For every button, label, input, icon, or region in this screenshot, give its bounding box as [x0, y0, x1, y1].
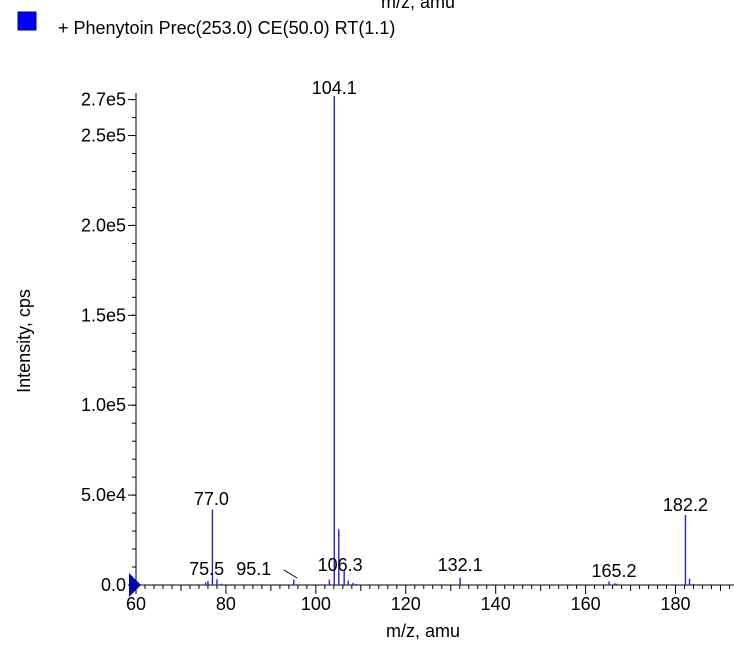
y-tick-label: 2.7e5: [81, 90, 126, 110]
peak-sticks: [180, 96, 695, 585]
x-tick-label: 120: [391, 594, 421, 614]
y-tick-label: 1.5e5: [81, 305, 126, 325]
y-tick-label: 0.0: [101, 575, 126, 595]
y-tick-label: 2.0e5: [81, 215, 126, 235]
peak-label: 182.2: [663, 495, 708, 515]
x-tick-label: 100: [301, 594, 331, 614]
peak-label: 77.0: [194, 489, 229, 509]
x-tick-label: 160: [571, 594, 601, 614]
y-axis-title: Intensity, cps: [14, 289, 34, 393]
peak-label: 132.1: [438, 555, 483, 575]
peak-label: 75.5: [189, 559, 224, 579]
x-tick-label: 180: [661, 594, 691, 614]
y-tick-label: 1.0e5: [81, 395, 126, 415]
peak-label: 165.2: [591, 561, 636, 581]
y-ticks: 0.0 5.0e4 1.0e5 1.5e5 2.0e5 2.5e5 2.7e5: [81, 90, 136, 595]
x-axis-title: m/z, amu: [386, 621, 460, 641]
peak-label: 106.3: [318, 555, 363, 575]
legend-text: + Phenytoin Prec(253.0) CE(50.0) RT(1.1): [58, 18, 395, 38]
y-tick-label: 5.0e4: [81, 485, 126, 505]
x-tick-label: 60: [126, 594, 146, 614]
y-tick-label: 2.5e5: [81, 126, 126, 146]
peak-labels: 104.1 77.0 182.2 75.5 95.1 106.3 132.1 165.2: [189, 78, 708, 581]
top-cut-label: m/z, amu: [381, 0, 455, 12]
x-tick-label: 80: [216, 594, 236, 614]
peak-label-leader: [283, 569, 298, 579]
x-tick-label: 140: [481, 594, 511, 614]
legend-marker: [17, 11, 37, 31]
x-ticks: 60 80 100 120 140 160 180: [126, 585, 731, 614]
peak-label: 95.1: [236, 559, 271, 579]
peak-label: 104.1: [312, 78, 357, 98]
